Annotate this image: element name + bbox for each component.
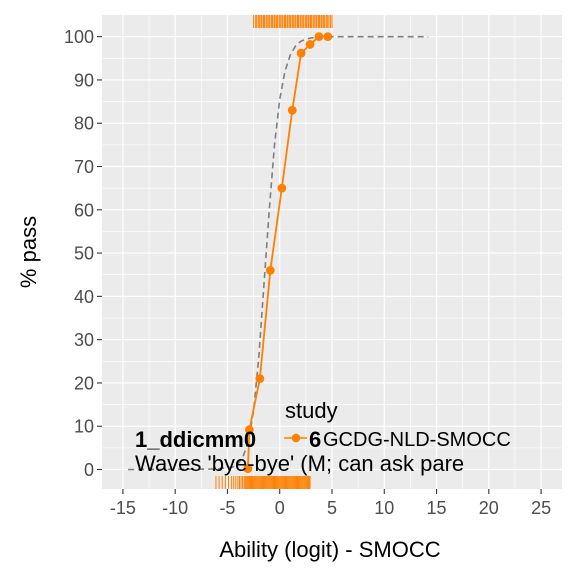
data-point bbox=[265, 265, 275, 275]
x-tick-label: 25 bbox=[531, 498, 551, 518]
item-description-label: Waves 'bye-bye' (M; can ask pare bbox=[135, 451, 464, 476]
legend-key-point bbox=[291, 433, 301, 443]
series-layer bbox=[243, 32, 333, 474]
x-tick-label: 20 bbox=[479, 498, 499, 518]
series-line bbox=[246, 35, 328, 469]
x-tick-label: -5 bbox=[219, 498, 235, 518]
x-axis-ticks: -15 -10 -5 0 5 10 15 20 25 bbox=[110, 489, 551, 518]
y-tick-label: 100 bbox=[64, 27, 94, 47]
data-point bbox=[314, 32, 324, 42]
data-point bbox=[245, 425, 254, 435]
y-tick-label: 50 bbox=[74, 244, 94, 264]
legend-entry-label: GCDG-NLD-SMOCC bbox=[323, 429, 511, 451]
data-point bbox=[277, 183, 287, 193]
x-tick-label: 10 bbox=[374, 498, 394, 518]
data-point bbox=[305, 40, 315, 49]
y-tick-label: 30 bbox=[74, 330, 94, 350]
y-axis-title: % pass bbox=[16, 216, 41, 288]
y-tick-label: 70 bbox=[74, 157, 94, 177]
x-tick-label: 15 bbox=[427, 498, 447, 518]
y-tick-label: 60 bbox=[74, 200, 94, 220]
x-tick-label: -15 bbox=[110, 498, 136, 518]
legend-title: study bbox=[285, 398, 338, 423]
data-point bbox=[296, 48, 306, 58]
data-point bbox=[323, 32, 333, 42]
item-number-label: 6 bbox=[309, 427, 321, 452]
y-tick-label: 20 bbox=[74, 373, 94, 393]
x-tick-label: -10 bbox=[162, 498, 188, 518]
data-point bbox=[255, 374, 265, 384]
item-code-label: 1_ddicmm0 bbox=[135, 427, 256, 452]
y-tick-label: 10 bbox=[74, 417, 94, 437]
x-tick-label: 5 bbox=[327, 498, 337, 518]
y-tick-label: 80 bbox=[74, 114, 94, 134]
x-tick-label: 0 bbox=[275, 498, 285, 518]
y-tick-label: 90 bbox=[74, 70, 94, 90]
y-tick-label: 0 bbox=[84, 460, 94, 480]
data-point bbox=[287, 105, 297, 115]
rug-layer bbox=[215, 15, 333, 489]
data-point bbox=[243, 464, 253, 474]
y-axis-ticks: 0 10 20 30 40 50 60 70 80 90 100 bbox=[64, 27, 102, 480]
x-axis-title: Ability (logit) - SMOCC bbox=[219, 537, 440, 562]
y-tick-label: 40 bbox=[74, 287, 94, 307]
